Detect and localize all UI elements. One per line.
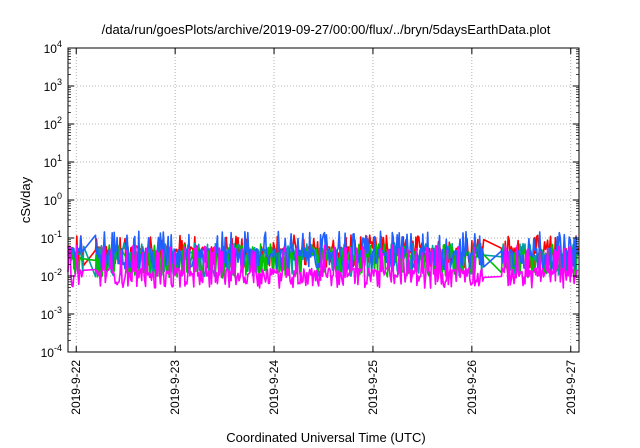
y-tick-label: 104: [44, 39, 62, 56]
x-tick-label: 2019-9-27: [564, 360, 578, 415]
grid: [68, 48, 579, 352]
x-tick-label: 2019-9-24: [267, 360, 281, 415]
y-tick-label: 10-4: [41, 343, 62, 360]
series-layer: [67, 230, 579, 289]
y-tick-label: 102: [44, 115, 62, 132]
ticks: 10-4 10-3 10-2 10-1 100 101 102 103 104 2019-9-22…: [41, 39, 579, 415]
x-tick-label: 2019-9-26: [465, 360, 479, 415]
data-series-line: [67, 244, 579, 289]
y-tick-label: 10-2: [41, 267, 62, 284]
chart-title: /data/run/goesPlots/archive/2019-09-27/0…: [102, 22, 551, 37]
x-tick-label: 2019-9-22: [69, 360, 83, 415]
y-axis-label: cSv/day: [18, 176, 33, 223]
y-tick-label: 10-1: [41, 229, 62, 246]
x-axis-label: Coordinated Universal Time (UTC): [226, 430, 425, 445]
y-tick-label: 103: [44, 77, 62, 94]
y-tick-label: 101: [44, 153, 62, 170]
y-tick-label: 100: [44, 191, 62, 208]
x-tick-label: 2019-9-23: [168, 360, 182, 415]
x-tick-label: 2019-9-25: [366, 360, 380, 415]
y-tick-label: 10-3: [41, 305, 62, 322]
data-series-line: [67, 230, 579, 271]
